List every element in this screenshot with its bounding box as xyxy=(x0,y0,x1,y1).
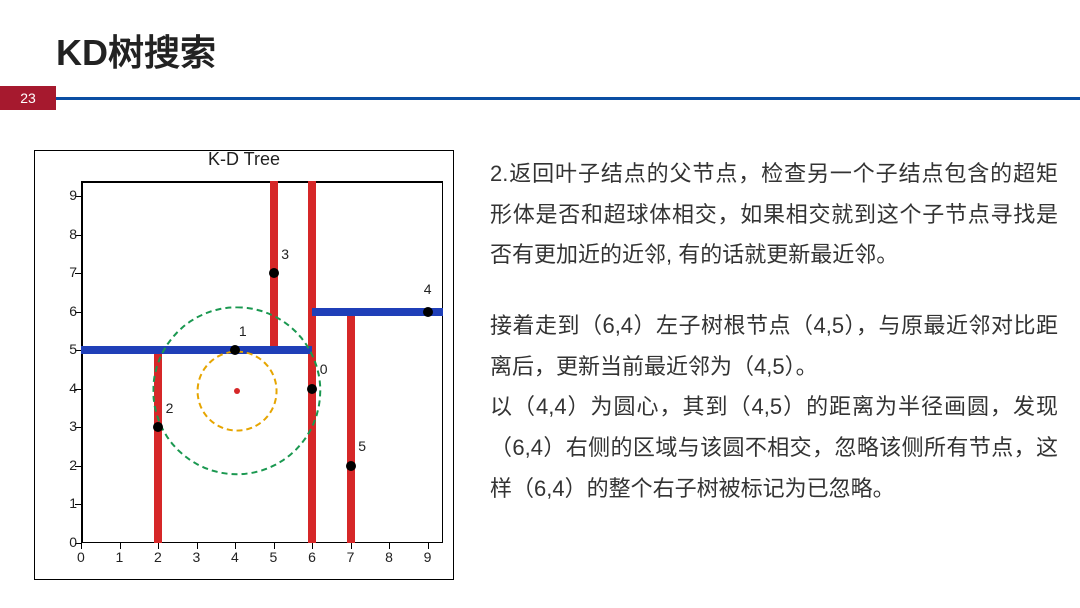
data-point-label: 5 xyxy=(358,438,366,454)
plot-area: 01234567890123456789012345 xyxy=(81,181,443,543)
data-point-label: 1 xyxy=(239,323,247,339)
x-tick-label: 2 xyxy=(154,549,162,565)
data-point xyxy=(153,422,163,432)
paragraph: 以（4,4）为圆心，其到（4,5）的距离为半径画圆，发现（6,4）右侧的区域与该… xyxy=(490,387,1058,509)
chart-title: K-D Tree xyxy=(35,149,453,170)
title-rule xyxy=(56,97,1080,100)
y-tick-label: 2 xyxy=(59,457,77,473)
y-axis xyxy=(81,181,83,543)
y-tick-label: 4 xyxy=(59,380,77,396)
explanation-text: 2.返回叶子结点的父节点，检查另一个子结点包含的超矩形体是否和超球体相交，如果相… xyxy=(490,154,1058,510)
data-point xyxy=(346,461,356,471)
slide-title: KD树搜索 xyxy=(56,24,216,76)
y-axis-right xyxy=(442,181,444,543)
y-tick-label: 5 xyxy=(59,341,77,357)
x-tick-label: 9 xyxy=(424,549,432,565)
data-point xyxy=(230,345,240,355)
paragraph: 2.返回叶子结点的父节点，检查另一个子结点包含的超矩形体是否和超球体相交，如果相… xyxy=(490,154,1058,276)
x-tick-label: 5 xyxy=(270,549,278,565)
y-tick-label: 6 xyxy=(59,303,77,319)
paragraph: 接着走到（6,4）左子树根节点（4,5），与原最近邻对比距离后，更新当前最近邻为… xyxy=(490,306,1058,387)
partition-line-vertical xyxy=(347,312,355,543)
y-tick-label: 1 xyxy=(59,495,77,511)
y-tick-label: 9 xyxy=(59,187,77,203)
data-point-label: 0 xyxy=(320,361,328,377)
y-tick-label: 7 xyxy=(59,264,77,280)
data-point-label: 4 xyxy=(424,281,432,297)
x-tick-label: 4 xyxy=(231,549,239,565)
x-tick-label: 8 xyxy=(385,549,393,565)
query-point xyxy=(234,388,240,394)
kd-tree-chart: K-D Tree 0 1 2 3 4 5 6 7 8 9 0 1 2 3 4 5 6 7 8 9 0 1 2 3 4 5 xyxy=(34,150,454,580)
x-tick-label: 7 xyxy=(347,549,355,565)
y-tick-label: 8 xyxy=(59,226,77,242)
y-tick-label: 0 xyxy=(59,534,77,550)
x-tick-label: 3 xyxy=(193,549,201,565)
x-tick-label: 6 xyxy=(308,549,316,565)
x-tick-label: 1 xyxy=(116,549,124,565)
x-axis-top xyxy=(81,181,443,183)
data-point-label: 3 xyxy=(281,246,289,262)
data-point xyxy=(307,384,317,394)
page-number-badge: 23 xyxy=(0,86,56,110)
x-tick-label: 0 xyxy=(77,549,85,565)
data-point xyxy=(423,307,433,317)
data-point xyxy=(269,268,279,278)
data-point-label: 2 xyxy=(166,400,174,416)
y-tick-label: 3 xyxy=(59,418,77,434)
